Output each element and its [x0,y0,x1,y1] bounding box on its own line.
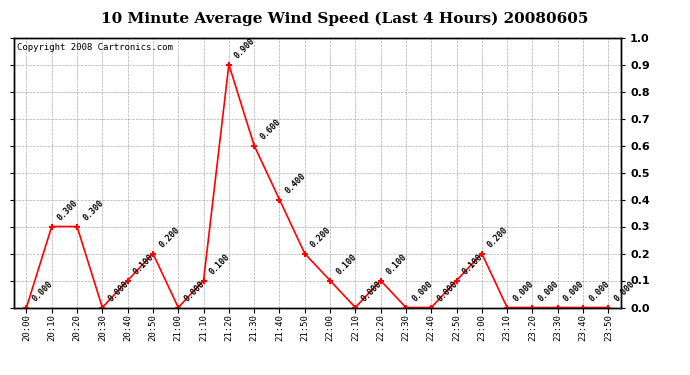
Text: 0.300: 0.300 [56,198,80,222]
Text: 0.900: 0.900 [233,36,257,60]
Text: 0.000: 0.000 [587,279,611,303]
Text: 0.200: 0.200 [157,225,181,249]
Text: 0.200: 0.200 [486,225,510,249]
Text: 0.000: 0.000 [511,279,535,303]
Text: 10 Minute Average Wind Speed (Last 4 Hours) 20080605: 10 Minute Average Wind Speed (Last 4 Hou… [101,11,589,26]
Text: 0.000: 0.000 [613,279,637,303]
Text: 0.100: 0.100 [208,252,232,276]
Text: 0.000: 0.000 [537,279,561,303]
Text: 0.100: 0.100 [132,252,156,276]
Text: 0.100: 0.100 [334,252,358,276]
Text: 0.400: 0.400 [284,171,308,195]
Text: 0.100: 0.100 [461,252,485,276]
Text: 0.100: 0.100 [385,252,409,276]
Text: 0.000: 0.000 [435,279,460,303]
Text: 0.600: 0.600 [258,117,282,141]
Text: 0.000: 0.000 [106,279,130,303]
Text: 0.000: 0.000 [182,279,206,303]
Text: 0.000: 0.000 [30,279,55,303]
Text: 0.300: 0.300 [81,198,106,222]
Text: Copyright 2008 Cartronics.com: Copyright 2008 Cartronics.com [17,43,172,52]
Text: 0.200: 0.200 [309,225,333,249]
Text: 0.000: 0.000 [359,279,384,303]
Text: 0.000: 0.000 [562,279,586,303]
Text: 0.000: 0.000 [410,279,434,303]
